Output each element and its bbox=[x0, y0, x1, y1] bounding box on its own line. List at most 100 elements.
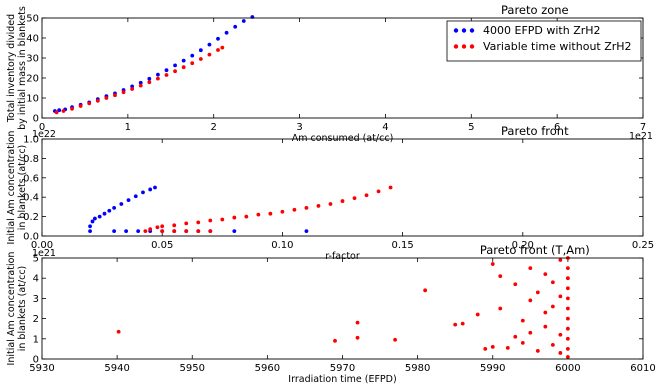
data-point bbox=[97, 214, 102, 219]
data-point bbox=[156, 76, 160, 81]
data-point bbox=[513, 282, 518, 287]
y-tick-label: 3 bbox=[33, 294, 39, 305]
chart-3 bbox=[41, 256, 644, 360]
chart-2 bbox=[41, 138, 644, 237]
data-point bbox=[136, 229, 141, 234]
data-point bbox=[565, 266, 570, 270]
data-point bbox=[232, 215, 237, 220]
y-axis-label: by initial mass in blankets bbox=[17, 6, 28, 130]
data-point bbox=[304, 205, 309, 210]
y-tick-label: 1.0 bbox=[23, 135, 39, 146]
x-tick-label: 6 bbox=[554, 122, 560, 133]
data-point bbox=[121, 90, 126, 95]
data-point bbox=[153, 185, 157, 190]
data-point bbox=[207, 52, 212, 57]
data-point bbox=[233, 24, 238, 29]
x-tick-label: 1 bbox=[125, 122, 131, 133]
y-tick-label: 2 bbox=[33, 314, 39, 325]
data-point bbox=[130, 84, 135, 89]
data-point bbox=[558, 294, 563, 299]
data-point bbox=[535, 349, 540, 353]
x-tick-label: 0 bbox=[39, 122, 45, 133]
chart-title: Pareto front bbox=[501, 124, 569, 138]
y-multiplier: 1e22 bbox=[32, 129, 56, 140]
data-point bbox=[550, 342, 555, 347]
data-point bbox=[333, 338, 337, 343]
x-tick-label: 5970 bbox=[330, 363, 355, 374]
data-point bbox=[453, 322, 458, 327]
x-tick-label: 0.25 bbox=[632, 240, 654, 251]
data-point bbox=[565, 276, 570, 281]
data-point bbox=[141, 190, 145, 195]
y-tick-label: 0 bbox=[33, 355, 39, 366]
y-axis-label: Total inventory divided bbox=[6, 14, 17, 123]
x-tick-label: 5990 bbox=[480, 363, 505, 374]
data-point bbox=[550, 304, 555, 309]
data-point bbox=[160, 224, 165, 229]
data-point bbox=[565, 336, 570, 341]
data-point bbox=[124, 229, 129, 234]
data-point bbox=[565, 347, 570, 351]
data-point bbox=[138, 83, 143, 88]
legend-box bbox=[446, 20, 642, 62]
data-point bbox=[148, 227, 153, 232]
data-point bbox=[172, 223, 177, 228]
data-point bbox=[164, 68, 169, 73]
legend-marker bbox=[461, 28, 467, 33]
y-tick-label: 0 bbox=[33, 114, 39, 125]
data-point bbox=[196, 229, 201, 234]
y-tick-label: 0.0 bbox=[23, 232, 39, 243]
data-point bbox=[565, 355, 570, 359]
data-point bbox=[104, 96, 109, 100]
legend-label: Variable time without ZrH2 bbox=[483, 40, 632, 53]
x-tick-label: 0.10 bbox=[271, 240, 293, 251]
y-tick-label: 1 bbox=[33, 334, 39, 345]
data-point bbox=[190, 61, 195, 66]
x-tick-label: 6010 bbox=[630, 363, 655, 374]
data-point bbox=[550, 280, 555, 285]
data-point bbox=[160, 229, 165, 234]
data-point bbox=[483, 347, 488, 351]
data-point bbox=[173, 63, 177, 68]
x-tick-label: 6000 bbox=[555, 363, 580, 374]
data-point bbox=[393, 337, 397, 342]
data-point bbox=[505, 345, 510, 350]
y-multiplier: 1e21 bbox=[32, 248, 56, 259]
y-tick-label: 0.4 bbox=[23, 193, 39, 204]
y-axis-label: in blankets (at/cc) bbox=[17, 266, 28, 352]
data-point bbox=[147, 76, 152, 81]
data-point bbox=[88, 229, 92, 234]
y-tick-label: 0.8 bbox=[23, 154, 39, 165]
y-tick-label: 0.6 bbox=[23, 173, 39, 184]
data-point bbox=[280, 209, 285, 214]
x-tick-label: 5950 bbox=[180, 363, 205, 374]
x-tick-label: 7 bbox=[640, 122, 646, 133]
data-point bbox=[220, 217, 225, 222]
y-tick-label: 20 bbox=[26, 74, 39, 85]
data-point bbox=[490, 344, 495, 349]
data-point bbox=[102, 211, 107, 216]
data-point bbox=[535, 290, 540, 295]
y-tick-label: 10 bbox=[26, 94, 39, 105]
y-axis-label: in blankets (at/cc) bbox=[17, 145, 28, 231]
data-point bbox=[268, 211, 273, 216]
data-point bbox=[528, 266, 533, 270]
data-point bbox=[155, 225, 160, 230]
data-point bbox=[328, 202, 333, 206]
chart-title: Pareto front (T,Am) bbox=[480, 243, 590, 257]
data-point bbox=[565, 286, 570, 291]
x-tick-label: 2 bbox=[211, 122, 217, 133]
data-point bbox=[220, 45, 225, 50]
x-tick-label: 5980 bbox=[405, 363, 430, 374]
data-point bbox=[90, 219, 95, 224]
data-point bbox=[184, 221, 189, 226]
data-point bbox=[156, 72, 160, 77]
data-point bbox=[543, 272, 548, 277]
y-tick-label: 50 bbox=[26, 14, 39, 25]
data-point bbox=[88, 224, 92, 229]
data-point bbox=[61, 109, 66, 113]
chart-title: Pareto zone bbox=[501, 3, 569, 17]
data-point bbox=[224, 30, 229, 35]
data-point bbox=[164, 73, 169, 77]
